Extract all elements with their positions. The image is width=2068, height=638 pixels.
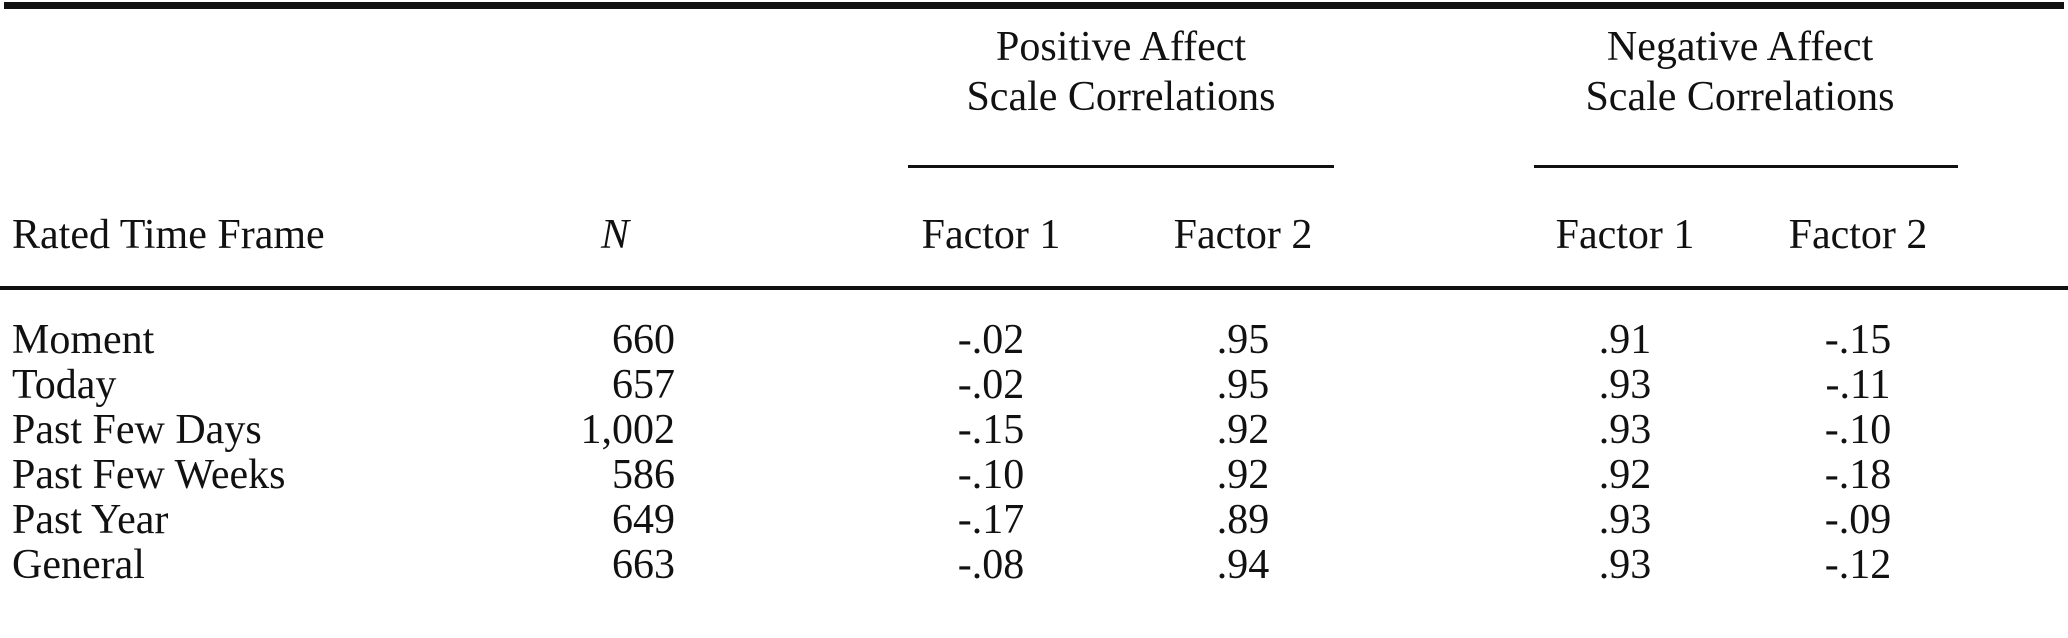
cell-pa-factor2: .92	[1216, 407, 1270, 453]
cell-na-factor1: .92	[1598, 452, 1652, 498]
cell-pa-factor2: .92	[1216, 452, 1270, 498]
cell-na-factor1: .93	[1598, 542, 1652, 588]
cell-na-factor1: .93	[1598, 497, 1652, 543]
cell-time-frame: Past Few Weeks	[12, 452, 286, 498]
cell-pa-factor1: -.10	[957, 452, 1025, 498]
cell-n: 660	[612, 317, 675, 363]
column-group-title-line2: Scale Correlations	[1585, 74, 1895, 120]
cell-n: 657	[612, 362, 675, 408]
table-top-rule	[4, 2, 2064, 9]
column-group-title-line1: Positive Affect	[995, 24, 1247, 70]
cell-pa-factor2: .89	[1216, 497, 1270, 543]
cell-n: 663	[612, 542, 675, 588]
header-row: Rated Time Frame N Factor 1 Factor 2 Fac…	[0, 205, 2068, 265]
spanner-rule-negative	[1534, 165, 1958, 168]
cell-pa-factor1: -.08	[957, 542, 1025, 588]
table-row: Today 657 -.02 .95 .93 -.11	[0, 363, 2068, 408]
cell-time-frame: General	[12, 542, 145, 588]
header-separator-rule	[0, 286, 2068, 290]
column-group-header-positive-affect: Positive Affect Scale Correlations	[871, 22, 1371, 122]
table-row: Past Few Days 1,002 -.15 .92 .93 -.10	[0, 408, 2068, 453]
column-group-header-negative-affect: Negative Affect Scale Correlations	[1490, 22, 1990, 122]
header-pa-factor2: Factor 2	[1173, 212, 1313, 258]
cell-na-factor2: -.10	[1824, 407, 1892, 453]
cell-pa-factor1: -.15	[957, 407, 1025, 453]
cell-time-frame: Moment	[12, 317, 155, 363]
table-row: General 663 -.08 .94 .93 -.12	[0, 543, 2068, 588]
table-row: Past Few Weeks 586 -.10 .92 .92 -.18	[0, 453, 2068, 498]
cell-pa-factor1: -.17	[957, 497, 1025, 543]
cell-n: 649	[612, 497, 675, 543]
cell-na-factor2: -.12	[1824, 542, 1892, 588]
spanner-rule-positive	[908, 165, 1334, 168]
cell-time-frame: Past Year	[12, 497, 169, 543]
header-na-factor2: Factor 2	[1788, 212, 1928, 258]
cell-na-factor2: -.15	[1824, 317, 1892, 363]
cell-n: 1,002	[580, 407, 676, 453]
table-row: Moment 660 -.02 .95 .91 -.15	[0, 318, 2068, 363]
cell-pa-factor2: .95	[1216, 317, 1270, 363]
cell-na-factor1: .91	[1598, 317, 1652, 363]
column-group-title-line2: Scale Correlations	[966, 74, 1276, 120]
cell-na-factor2: -.11	[1825, 362, 1891, 408]
cell-time-frame: Today	[12, 362, 117, 408]
cell-na-factor2: -.18	[1824, 452, 1892, 498]
cell-na-factor1: .93	[1598, 362, 1652, 408]
column-group-title-line1: Negative Affect	[1606, 24, 1874, 70]
table-row: Past Year 649 -.17 .89 .93 -.09	[0, 498, 2068, 543]
cell-pa-factor2: .94	[1216, 542, 1270, 588]
cell-n: 586	[612, 452, 675, 498]
cell-pa-factor1: -.02	[957, 317, 1025, 363]
header-n: N	[600, 212, 629, 258]
cell-pa-factor2: .95	[1216, 362, 1270, 408]
cell-na-factor2: -.09	[1824, 497, 1892, 543]
header-rated-time-frame: Rated Time Frame	[12, 212, 325, 258]
cell-na-factor1: .93	[1598, 407, 1652, 453]
header-pa-factor1: Factor 1	[921, 212, 1061, 258]
header-na-factor1: Factor 1	[1555, 212, 1695, 258]
cell-pa-factor1: -.02	[957, 362, 1025, 408]
cell-time-frame: Past Few Days	[12, 407, 262, 453]
